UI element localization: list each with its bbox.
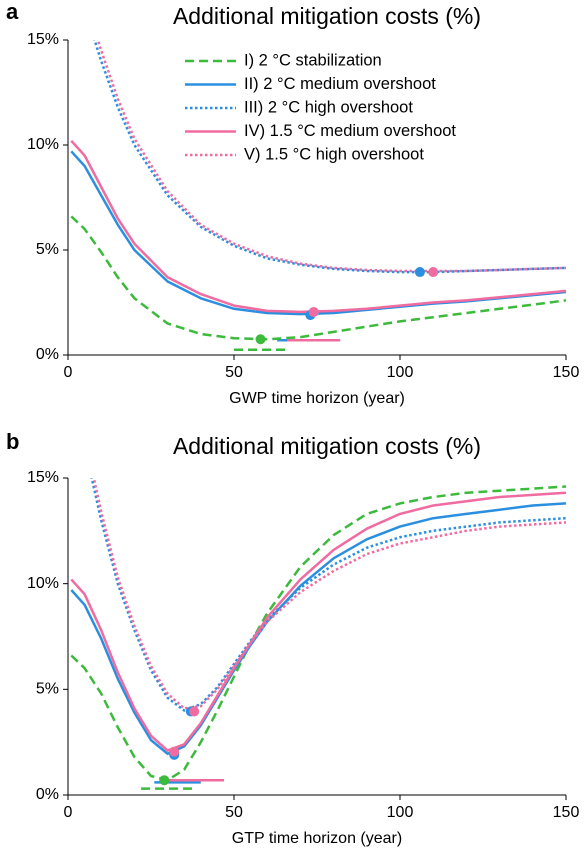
y-tick-label: 5% (36, 681, 59, 698)
optimum-point (414, 267, 425, 278)
optimum-point (189, 706, 200, 717)
legend-label: I) 2 °C stabilization (244, 51, 382, 69)
x-axis-label: GWP time horizon (year) (229, 390, 405, 407)
x-tick-label: 50 (225, 364, 243, 381)
y-tick-label: 5% (36, 241, 59, 258)
optimum-point (169, 746, 180, 757)
optimum-point (255, 334, 266, 345)
series-line (70, 491, 566, 752)
panel-label: a (6, 0, 19, 24)
y-tick-label: 15% (27, 31, 59, 48)
series-line (70, 139, 566, 314)
optimum-point (428, 267, 439, 278)
y-tick-label: 10% (27, 575, 59, 592)
x-axis-label: GTP time horizon (year) (232, 830, 402, 847)
panel-label: b (6, 429, 19, 454)
optimum-point (308, 306, 319, 317)
x-tick-label: 50 (225, 804, 243, 821)
x-tick-label: 100 (387, 364, 414, 381)
series-line (96, 40, 566, 273)
legend-label: IV) 1.5 °C medium overshoot (244, 122, 456, 140)
series-line (92, 478, 566, 710)
y-tick-label: 0% (36, 786, 59, 803)
series-line (70, 485, 566, 782)
x-tick-label: 0 (64, 804, 73, 821)
series-line (70, 215, 566, 341)
x-tick-label: 150 (553, 804, 580, 821)
y-tick-label: 15% (27, 469, 59, 486)
chart-title: Additional mitigation costs (%) (173, 433, 481, 459)
plot-area (70, 478, 566, 790)
optimum-point (159, 775, 170, 786)
x-tick-label: 150 (553, 364, 580, 381)
y-tick-label: 10% (27, 136, 59, 153)
chart-title: Additional mitigation costs (%) (173, 3, 481, 29)
legend-label: V) 1.5 °C high overshoot (244, 145, 424, 163)
plot-area (70, 40, 566, 351)
x-tick-label: 0 (64, 364, 73, 381)
y-tick-label: 0% (36, 346, 59, 363)
x-tick-label: 100 (387, 804, 414, 821)
series-line (70, 502, 566, 756)
series-line (70, 150, 566, 316)
legend-label: III) 2 °C high overshoot (244, 98, 413, 116)
legend-label: II) 2 °C medium overshoot (244, 75, 436, 93)
series-line (90, 478, 566, 712)
